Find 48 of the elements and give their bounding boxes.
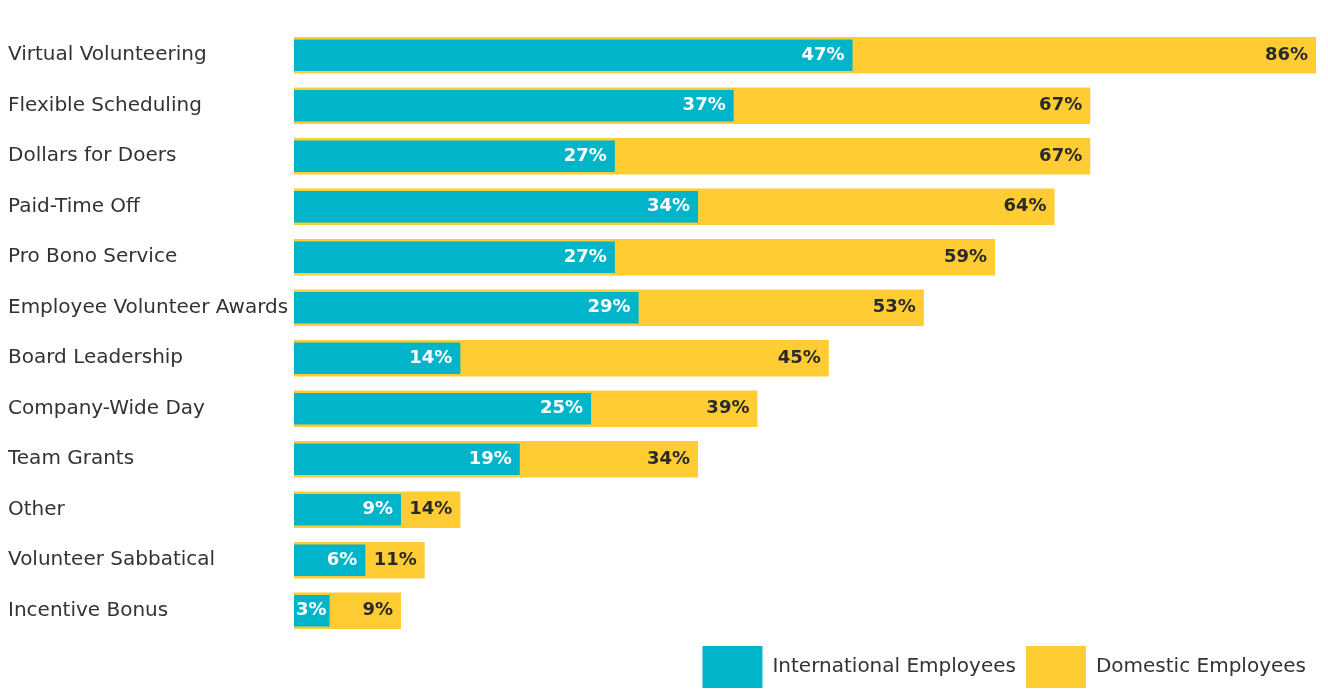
data-label: 3% xyxy=(296,598,327,620)
bar xyxy=(294,191,699,223)
y-tick-label: Flexible Scheduling xyxy=(8,91,202,116)
bar xyxy=(294,292,639,324)
y-tick-label: Incentive Bonus xyxy=(8,596,169,621)
data-label: 34% xyxy=(646,446,691,468)
data-label: 86% xyxy=(1264,42,1308,64)
data-label: 14% xyxy=(409,497,453,519)
y-tick-label: Team Grants xyxy=(7,445,135,470)
bar xyxy=(294,39,853,71)
bar xyxy=(294,342,461,374)
data-label: 11% xyxy=(373,547,417,569)
bar xyxy=(294,90,734,122)
data-label: 64% xyxy=(1003,194,1047,216)
bar xyxy=(294,241,615,273)
data-label: 67% xyxy=(1039,93,1083,115)
bar xyxy=(294,494,401,526)
data-label: 6% xyxy=(326,547,358,569)
y-tick-label: Employee Volunteer Awards xyxy=(8,293,289,318)
y-tick-label: Volunteer Sabbatical xyxy=(8,546,216,571)
y-tick-label: Paid-Time Off xyxy=(8,192,142,217)
y-tick-label: Other xyxy=(8,495,66,520)
data-label: 34% xyxy=(646,194,691,216)
bar xyxy=(294,393,592,425)
y-tick-label: Dollars for Doers xyxy=(8,142,177,167)
y-tick-label: Company-Wide Day xyxy=(8,394,206,419)
y-tick-label: Virtual Volunteering xyxy=(8,41,207,66)
y-tick-label: Pro Bono Service xyxy=(8,243,178,268)
data-label: 14% xyxy=(409,345,453,367)
data-label: 27% xyxy=(563,244,607,266)
data-label: 29% xyxy=(587,295,631,317)
data-label: 45% xyxy=(777,345,821,367)
data-label: 9% xyxy=(362,598,393,620)
data-label: 19% xyxy=(468,446,512,468)
data-label: 67% xyxy=(1039,143,1083,165)
data-label: 27% xyxy=(563,143,607,165)
data-label: 53% xyxy=(872,295,916,317)
data-label: 59% xyxy=(944,244,988,266)
y-tick-label: Board Leadership xyxy=(8,344,184,369)
data-label: 9% xyxy=(362,497,393,519)
data-label: 47% xyxy=(801,42,845,64)
data-label: 39% xyxy=(706,396,750,418)
data-label: 37% xyxy=(682,93,726,115)
bar xyxy=(294,443,520,475)
data-label: 25% xyxy=(540,396,584,418)
bar xyxy=(294,140,615,172)
legend-label: Domestic Employees xyxy=(1095,653,1307,678)
legend-label: International Employees xyxy=(772,653,1016,678)
